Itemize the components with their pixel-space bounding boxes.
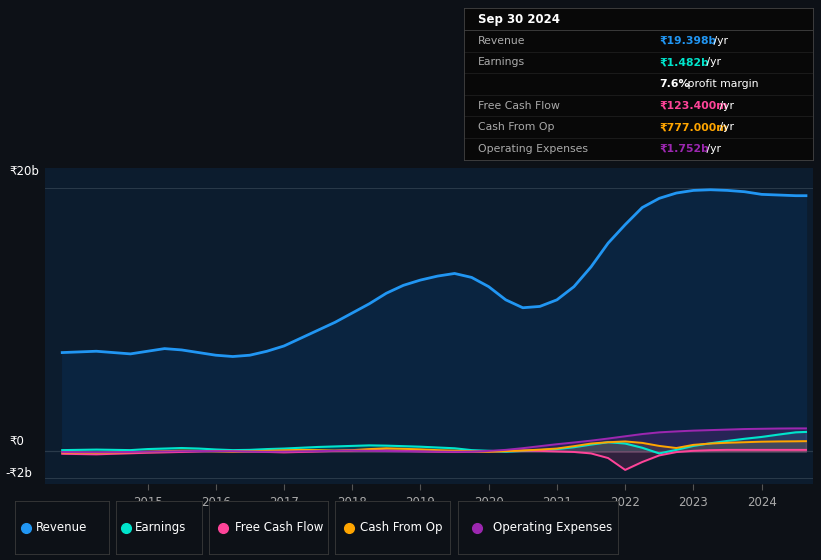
Text: Operating Expenses: Operating Expenses [493,521,612,534]
Text: Free Cash Flow: Free Cash Flow [235,521,323,534]
Text: Revenue: Revenue [478,36,525,46]
Text: ₹1.752b: ₹1.752b [659,144,709,154]
Text: Operating Expenses: Operating Expenses [478,144,588,154]
Text: /yr: /yr [716,122,734,132]
Text: Earnings: Earnings [478,58,525,67]
Text: ₹19.398b: ₹19.398b [659,36,717,46]
Text: ₹777.000m: ₹777.000m [659,122,727,132]
Text: Cash From Op: Cash From Op [478,122,554,132]
Text: ₹0: ₹0 [10,435,25,448]
Text: /yr: /yr [704,144,721,154]
Text: /yr: /yr [709,36,727,46]
Text: 7.6%: 7.6% [659,79,690,89]
Text: Cash From Op: Cash From Op [360,521,443,534]
Text: Revenue: Revenue [35,521,87,534]
Text: ₹1.482b: ₹1.482b [659,58,709,67]
Text: /yr: /yr [716,101,734,111]
Text: profit margin: profit margin [685,79,759,89]
Text: Earnings: Earnings [135,521,186,534]
Text: ₹123.400m: ₹123.400m [659,101,727,111]
Text: /yr: /yr [704,58,721,67]
Text: -₹2b: -₹2b [5,466,32,480]
Text: Sep 30 2024: Sep 30 2024 [478,13,560,26]
Text: Free Cash Flow: Free Cash Flow [478,101,560,111]
Text: ₹20b: ₹20b [10,165,39,178]
